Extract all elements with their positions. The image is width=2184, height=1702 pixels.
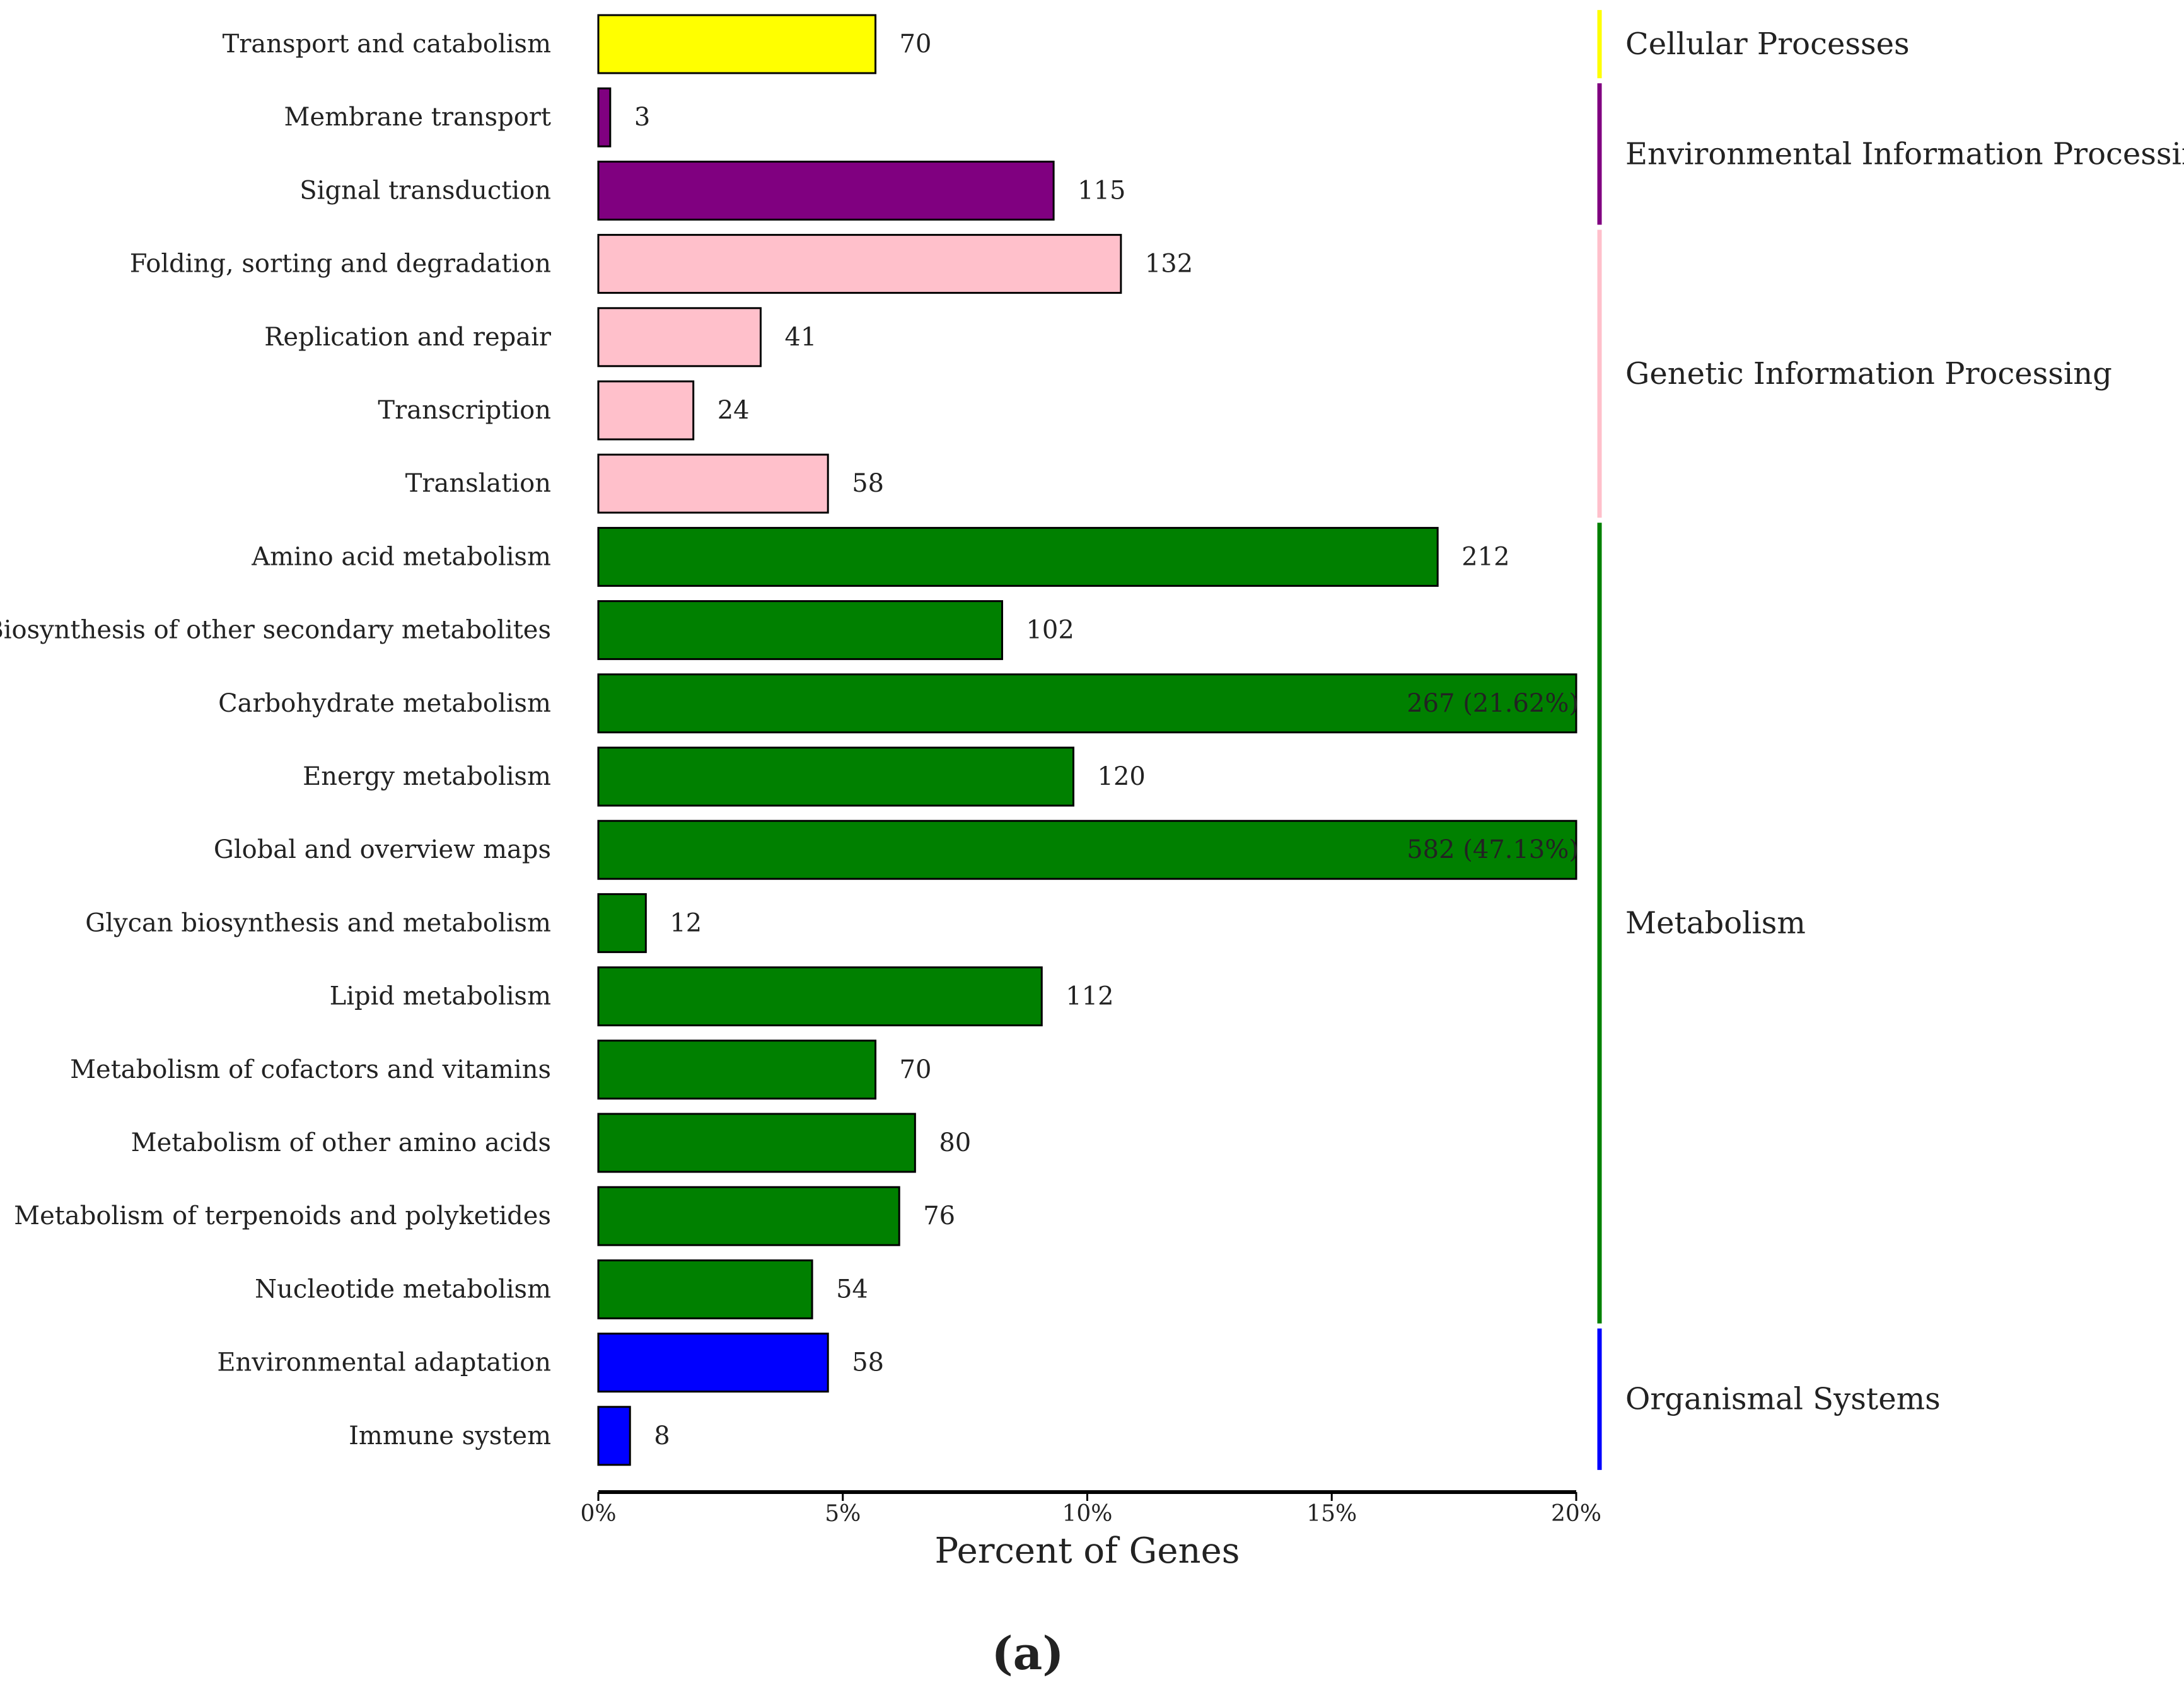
category-label: Lipid metabolism (330, 982, 551, 1011)
value-label: 41 (784, 323, 816, 352)
bar (597, 600, 1003, 661)
x-tick-label: 15% (1306, 1501, 1357, 1527)
value-label: 132 (1145, 250, 1193, 279)
category-label: Metabolism of other amino acids (131, 1128, 551, 1157)
category-label: Folding, sorting and degradation (130, 250, 551, 279)
group-label: Genetic Information Processing (1625, 356, 2112, 391)
category-label: Metabolism of cofactors and vitamins (70, 1055, 551, 1084)
bar (597, 453, 829, 514)
category-label: Carbohydrate metabolism (218, 689, 551, 718)
category-label: Membrane transport (284, 103, 552, 132)
value-label: 582 (47.13%) (1407, 835, 1579, 864)
bar (597, 526, 1439, 587)
bar (597, 380, 695, 441)
category-label: Transport and catabolism (223, 30, 551, 59)
bar (597, 1039, 877, 1100)
x-tick-label: 20% (1551, 1501, 1601, 1527)
panel-label: (a) (992, 1626, 1064, 1680)
value-label: 58 (852, 1348, 884, 1377)
bar (597, 14, 877, 74)
category-label: Glycan biosynthesis and metabolism (85, 908, 551, 937)
category-label: Environmental adaptation (217, 1348, 551, 1377)
value-label: 3 (634, 103, 650, 132)
bar (597, 1333, 829, 1393)
value-label: 24 (717, 396, 750, 425)
value-label: 76 (923, 1201, 955, 1230)
category-label: Signal transduction (299, 176, 551, 205)
value-label: 80 (939, 1128, 971, 1157)
value-label: 115 (1077, 176, 1125, 205)
bar (597, 673, 1577, 734)
category-label: Energy metabolism (303, 762, 551, 791)
bar (597, 234, 1122, 294)
value-label: 102 (1026, 616, 1074, 645)
bar (597, 160, 1055, 221)
x-tick-label: 5% (825, 1501, 861, 1527)
value-label: 54 (836, 1275, 868, 1304)
group-label: Environmental Information Processing (1625, 136, 2184, 171)
x-tick-label: 0% (580, 1501, 616, 1527)
category-label: Translation (405, 469, 551, 498)
value-label: 12 (670, 908, 702, 937)
value-label: 70 (900, 30, 932, 59)
bar (597, 1406, 631, 1466)
bar (597, 746, 1075, 807)
value-label: 70 (900, 1055, 932, 1084)
value-label: 267 (21.62%) (1407, 689, 1579, 718)
group-label: Metabolism (1625, 905, 1806, 941)
category-label: Global and overview maps (214, 835, 551, 864)
category-label: Replication and repair (264, 323, 552, 352)
x-axis-title: Percent of Genes (934, 1531, 1240, 1572)
category-label: Transcription (378, 396, 551, 425)
group-label: Cellular Processes (1625, 26, 1910, 62)
bar (597, 966, 1043, 1027)
value-label: 212 (1461, 542, 1509, 571)
bar (597, 1259, 813, 1319)
category-label: Immune system (349, 1421, 551, 1450)
bar (597, 819, 1577, 880)
category-label: Amino acid metabolism (251, 542, 551, 571)
bar (597, 1186, 900, 1246)
value-label: 120 (1098, 762, 1146, 791)
value-label: 58 (852, 469, 884, 498)
bar (597, 893, 647, 953)
bar (597, 87, 612, 148)
category-label: Metabolism of terpenoids and polyketides (14, 1201, 551, 1230)
bar (597, 1113, 916, 1173)
x-tick-label: 10% (1062, 1501, 1112, 1527)
group-label: Organismal Systems (1625, 1382, 1941, 1417)
category-label: Biosynthesis of other secondary metaboli… (0, 616, 551, 645)
value-label: 8 (654, 1421, 670, 1450)
bar (597, 307, 762, 368)
category-label: Nucleotide metabolism (255, 1275, 551, 1304)
value-label: 112 (1066, 982, 1113, 1011)
